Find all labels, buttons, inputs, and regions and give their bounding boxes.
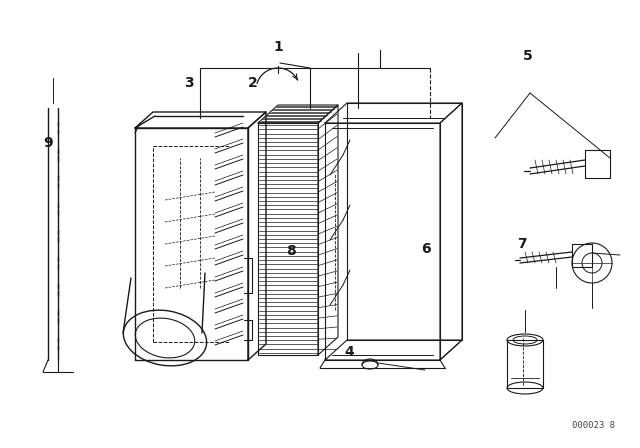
Ellipse shape <box>507 382 543 394</box>
Ellipse shape <box>507 334 543 346</box>
Text: 9: 9 <box>43 136 53 151</box>
Text: 5: 5 <box>523 49 533 63</box>
Text: 6: 6 <box>420 241 431 256</box>
Text: 2: 2 <box>248 76 258 90</box>
Text: 000023 8: 000023 8 <box>572 421 615 430</box>
Text: 4: 4 <box>344 345 354 359</box>
Text: 1: 1 <box>273 40 284 54</box>
Circle shape <box>582 253 602 273</box>
Text: 3: 3 <box>184 76 194 90</box>
Text: 8: 8 <box>286 244 296 258</box>
Text: 7: 7 <box>516 237 527 251</box>
Circle shape <box>572 243 612 283</box>
Ellipse shape <box>362 361 378 369</box>
Ellipse shape <box>513 336 537 344</box>
